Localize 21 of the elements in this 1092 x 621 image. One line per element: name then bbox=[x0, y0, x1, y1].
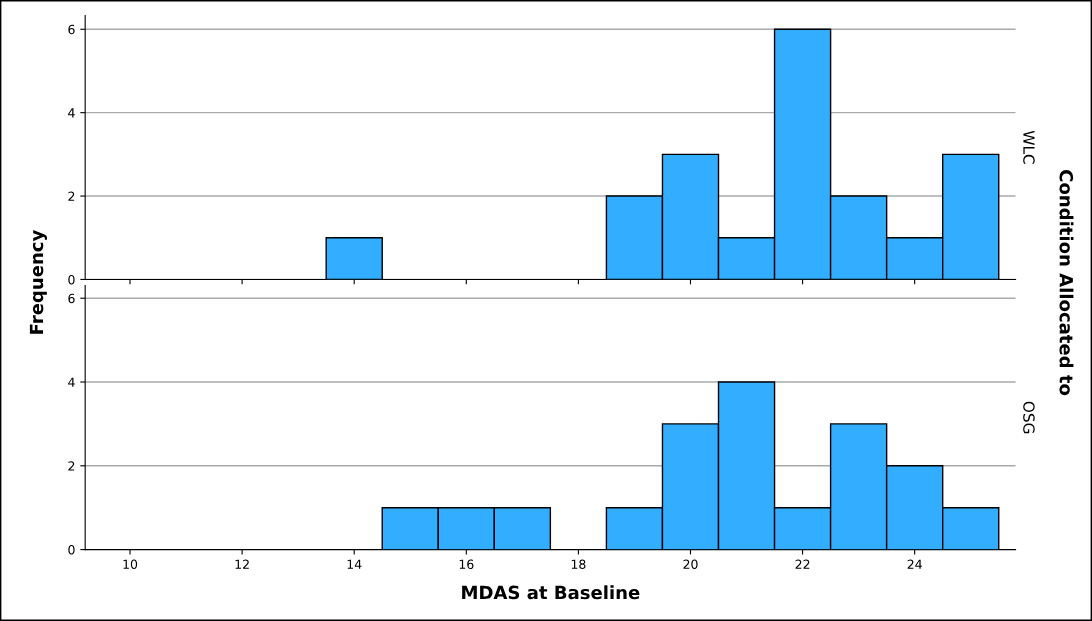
y2-axis-title: OSG bbox=[1023, 401, 1035, 434]
x-tick-label: 12 bbox=[235, 559, 249, 569]
x-tick-label: 20 bbox=[683, 559, 698, 569]
x-axis-title: MDAS at Baseline bbox=[462, 585, 640, 600]
y-tick-label: 0 bbox=[68, 545, 75, 555]
text: Condition Allocated to bbox=[1059, 170, 1074, 396]
y-tick-label: 2 bbox=[68, 191, 75, 201]
x-tick-label: 22 bbox=[795, 559, 810, 569]
x-tick-label: 18 bbox=[571, 559, 586, 569]
y-tick-label: 6 bbox=[68, 293, 75, 304]
x-tick-label: 10 bbox=[123, 559, 138, 569]
y-tick-label: 2 bbox=[68, 461, 75, 471]
y-tick-label: 0 bbox=[68, 274, 75, 285]
y-tick-label: 4 bbox=[68, 108, 75, 118]
x-tick-label: 16 bbox=[459, 559, 474, 569]
y2-axis-title: WLC bbox=[1023, 130, 1035, 164]
x-tick-label: 24 bbox=[907, 559, 922, 569]
y-axis-title: Frequency bbox=[29, 230, 47, 334]
x-tick-label: 14 bbox=[347, 559, 362, 569]
y-tick-label: 6 bbox=[68, 24, 75, 35]
y-tick-label: 4 bbox=[68, 377, 75, 387]
